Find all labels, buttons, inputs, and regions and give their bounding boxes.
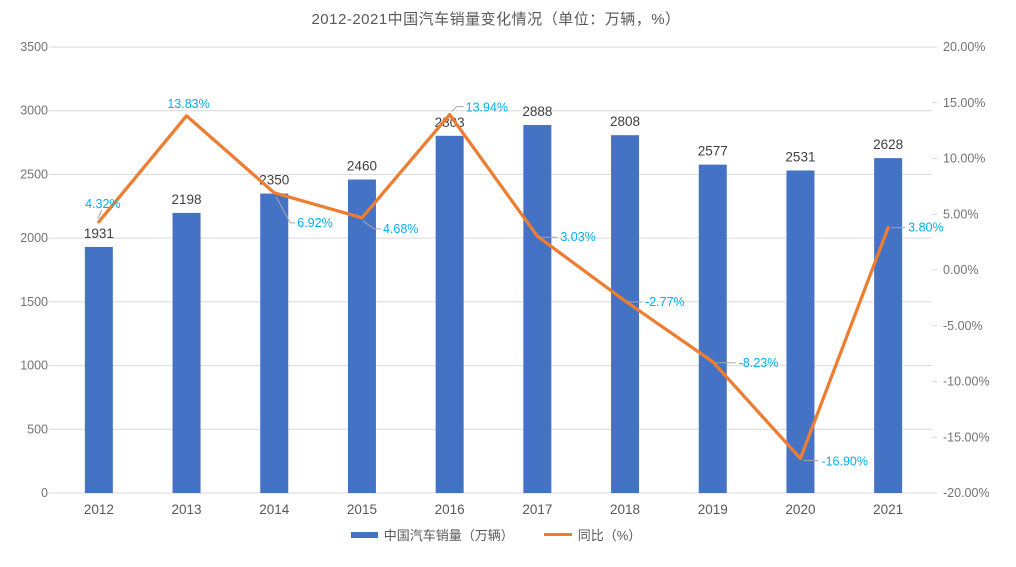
bar	[347, 179, 376, 494]
line-value-label: -2.77%	[645, 295, 685, 309]
legend-line-swatch	[543, 533, 572, 536]
line-value-label: 6.92%	[297, 216, 332, 230]
bar-value-label: 2531	[785, 149, 815, 164]
legend: 中国汽车销量（万辆） 同比（%）	[0, 525, 992, 544]
right-axis-tick-label: 10.00%	[943, 152, 985, 166]
bar-value-label: 2577	[698, 144, 728, 159]
leader-line	[451, 106, 464, 112]
right-axis-tick-label: -10.00%	[943, 375, 990, 389]
left-axis-tick-label: 3000	[20, 104, 48, 118]
x-axis-label: 2020	[785, 502, 815, 517]
bar	[611, 135, 640, 493]
bar-value-label: 2808	[610, 114, 640, 129]
x-axis-label: 2012	[84, 502, 114, 517]
yoy-line	[97, 112, 890, 461]
bar	[874, 158, 903, 493]
line-value-label: -16.90%	[821, 454, 868, 468]
bar	[523, 124, 552, 494]
legend-bar-swatch	[350, 531, 378, 538]
legend-bar-label: 中国汽车销量（万辆）	[383, 528, 514, 543]
legend-item-yoy: 同比（%）	[543, 525, 642, 544]
line-value-label: 13.83%	[167, 97, 209, 111]
left-axis-tick-label: 3500	[20, 40, 48, 54]
line-value-label: -8.23%	[739, 356, 779, 370]
line-value-label: 4.32%	[85, 197, 120, 211]
bar-value-label: 2460	[347, 159, 377, 174]
leader-line	[275, 196, 296, 224]
x-axis-label: 2014	[259, 502, 290, 517]
x-axis-label: 2015	[347, 502, 377, 517]
right-axis-tick-label: 5.00%	[943, 207, 978, 221]
left-axis-tick-label: 0	[41, 486, 48, 500]
bar	[698, 164, 727, 493]
bar-value-label: 2350	[259, 173, 289, 188]
left-axis-tick-label: 1000	[20, 359, 48, 373]
x-axis-label: 2013	[172, 502, 202, 517]
line-value-label: 13.94%	[466, 101, 508, 115]
right-axis-tick-label: -5.00%	[943, 319, 983, 333]
bar	[786, 170, 815, 494]
bar	[172, 212, 201, 494]
left-axis-tick-label: 1500	[20, 295, 48, 309]
left-axis-tick-label: 500	[27, 422, 48, 436]
leader-line	[362, 220, 381, 230]
right-axis-tick-label: -20.00%	[943, 486, 990, 500]
bar-value-label: 1931	[84, 226, 114, 241]
right-axis-tick-label: 0.00%	[943, 263, 978, 277]
bar	[84, 246, 113, 493]
right-axis-tick-label: 20.00%	[943, 40, 985, 54]
x-axis-label: 2019	[698, 502, 728, 517]
bar	[260, 193, 289, 494]
chart-title: 2012-2021中国汽车销量变化情况（单位：万辆，%）	[311, 11, 681, 28]
x-axis-label: 2016	[435, 502, 465, 517]
left-axis-tick-label: 2500	[20, 167, 48, 181]
left-axis-tick-label: 2000	[20, 231, 48, 245]
bar-value-label: 2888	[522, 104, 552, 119]
line-value-label: 4.68%	[383, 222, 418, 236]
x-axis-label: 2017	[522, 502, 552, 517]
x-axis-label: 2021	[873, 502, 903, 517]
x-axis-label: 2018	[610, 502, 640, 517]
line-value-labels: 4.32% 13.83% 6.92% 4.68% 13.94% 3.03% -2.77% -8…	[85, 97, 943, 469]
leader-line	[97, 209, 103, 220]
legend-item-sales: 中国汽车销量（万辆）	[350, 525, 514, 544]
right-axis-tick-label: 15.00%	[943, 96, 985, 110]
bar-value-label: 2198	[172, 192, 202, 207]
right-axis-tick-label: -15.00%	[943, 430, 990, 444]
line-value-label: 3.80%	[908, 221, 943, 235]
bar-value-label: 2628	[873, 137, 903, 152]
line-value-label: 3.03%	[560, 230, 595, 244]
bar	[435, 135, 464, 493]
legend-line-label: 同比（%）	[577, 528, 642, 543]
bar-series	[84, 124, 903, 494]
grid-lines	[49, 46, 937, 494]
